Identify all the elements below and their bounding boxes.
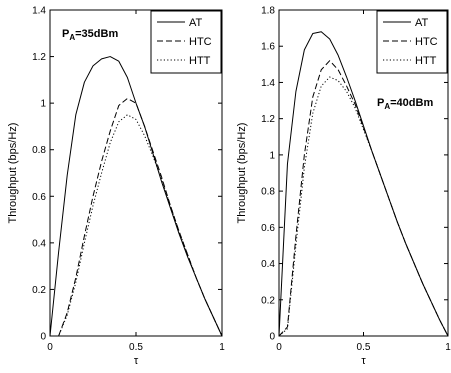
legend-box (150, 10, 222, 74)
y-tick-label: 0.6 (32, 192, 46, 203)
x-tick-label: 0 (47, 342, 53, 353)
y-tick-label: 0.4 (32, 238, 46, 249)
legend-label: HTC (415, 36, 438, 48)
x-axis-label: τ (361, 355, 366, 367)
y-tick-label: 0 (40, 332, 46, 343)
y-tick-label: 0.2 (261, 295, 275, 306)
y-tick-label: 1 (269, 150, 275, 161)
y-tick-label: 1.2 (32, 52, 46, 63)
y-tick-label: 0 (269, 332, 275, 343)
y-axis-label: Throughput (bps/Hz) (236, 123, 248, 224)
y-tick-label: 1.8 (261, 6, 275, 17)
y-tick-label: 0.2 (32, 285, 46, 296)
series-line-htc (50, 97, 223, 337)
y-tick-label: 0.6 (261, 223, 275, 234)
series-line-htt (50, 114, 223, 337)
series-line-htc (278, 60, 449, 337)
legend-label: AT (189, 17, 203, 29)
x-tick-label: 0.5 (129, 342, 143, 353)
chart-panel-1: 0 0.2 0.4 0.6 0.8 1 1.2 1.4 0 0.5 1 τ Throughput (bp… (7, 6, 225, 368)
legend: AT HTC HTT (376, 10, 448, 74)
y-tick-label: 0.8 (32, 145, 46, 156)
x-axis-label: τ (134, 355, 139, 367)
x-tick-label: 1 (219, 342, 225, 353)
chart-panel-2: 0 0.2 0.4 0.6 0.8 1 1.2 1.4 1.6 1.8 0 0.5 1 τ Throughp… (236, 6, 451, 368)
x-tick-label: 0.5 (357, 342, 371, 353)
y-tick-label: 1.4 (261, 78, 275, 89)
series-line-at (49, 56, 223, 337)
y-tick-label: 1.2 (261, 114, 275, 125)
power-annotation: PA=40dBm (377, 97, 433, 111)
series-line-at (278, 31, 449, 337)
legend-label: HTC (189, 36, 212, 48)
y-tick-label: 0.8 (261, 187, 275, 198)
legend-box (376, 10, 448, 74)
y-axis-label: Throughput (bps/Hz) (7, 123, 19, 224)
legend-label: AT (415, 17, 429, 29)
y-tick-label: 1.6 (261, 42, 275, 53)
y-tick-label: 1.4 (32, 6, 46, 17)
x-tick-label: 0 (276, 342, 282, 353)
x-tick-label: 1 (445, 342, 451, 353)
legend-label: HTT (415, 55, 437, 67)
legend: AT HTC HTT (150, 10, 222, 74)
y-tick-label: 0.4 (261, 259, 275, 270)
legend-label: HTT (189, 55, 211, 67)
power-annotation: PA=35dBm (62, 28, 118, 42)
y-tick-label: 1 (40, 99, 46, 110)
series-line-htt (278, 76, 449, 337)
